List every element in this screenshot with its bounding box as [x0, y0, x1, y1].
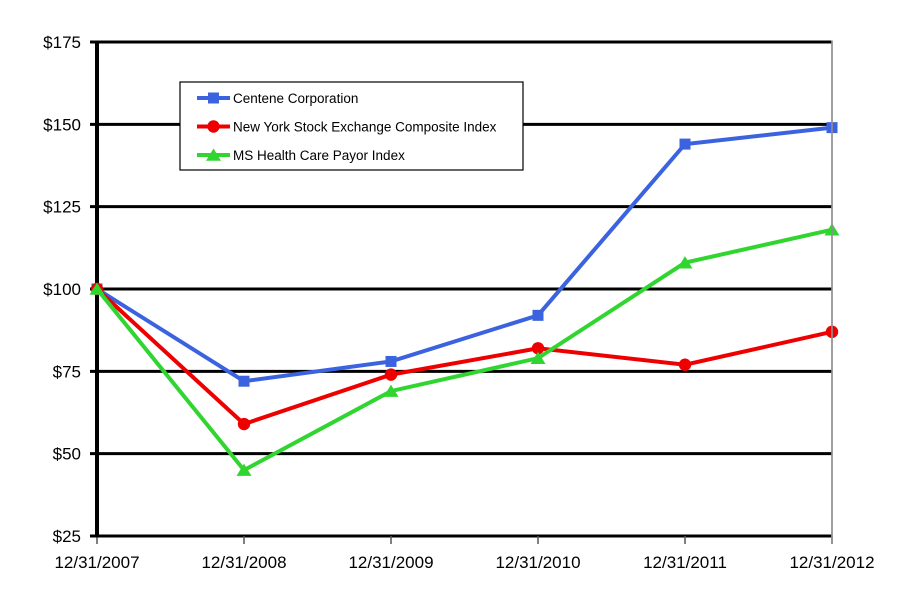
series-line [95, 287, 834, 427]
data-point-marker [385, 355, 397, 367]
series-line [95, 125, 834, 384]
data-point-marker [532, 309, 544, 321]
legend-circle-marker-icon [207, 120, 220, 133]
y-axis-tick-label: $150 [43, 115, 81, 134]
y-axis-tick-label: $125 [43, 198, 81, 217]
data-point-marker [530, 351, 546, 364]
legend-item-label: Centene Corporation [233, 91, 358, 106]
series-line [95, 227, 834, 473]
y-axis-tick-label: $175 [43, 33, 81, 52]
legend-triangle-marker-icon [206, 148, 221, 161]
y-axis-tick-label: $75 [53, 362, 81, 381]
y-axis-tick-label: $25 [53, 527, 81, 546]
x-axis-tick-label: 12/31/2007 [54, 553, 139, 572]
data-point-marker [89, 282, 105, 295]
x-axis-tick-label: 12/31/2011 [643, 553, 727, 572]
data-point-marker [677, 256, 693, 269]
legend-box [179, 81, 524, 171]
y-axis-tick-label: $100 [43, 280, 81, 299]
legend-item-label: MS Health Care Payor Index [233, 148, 405, 163]
legend-item-label: New York Stock Exchange Composite Index [233, 120, 497, 135]
data-point-marker [237, 417, 251, 431]
x-axis-tick-label: 12/31/2012 [789, 553, 874, 572]
data-point-marker [679, 138, 691, 150]
x-axis-tick-label: 12/31/2009 [348, 553, 433, 572]
data-point-marker [384, 368, 398, 381]
legend-square-marker-icon [208, 92, 219, 104]
data-point-marker [236, 463, 252, 476]
data-point-marker [678, 358, 692, 371]
data-point-marker [531, 342, 545, 355]
x-axis-tick-label: 12/31/2010 [495, 553, 580, 572]
y-axis-tick-label: $50 [53, 445, 81, 464]
data-point-marker [383, 384, 399, 397]
data-point-marker [238, 375, 250, 387]
x-axis-tick-label: 12/31/2008 [201, 553, 286, 572]
